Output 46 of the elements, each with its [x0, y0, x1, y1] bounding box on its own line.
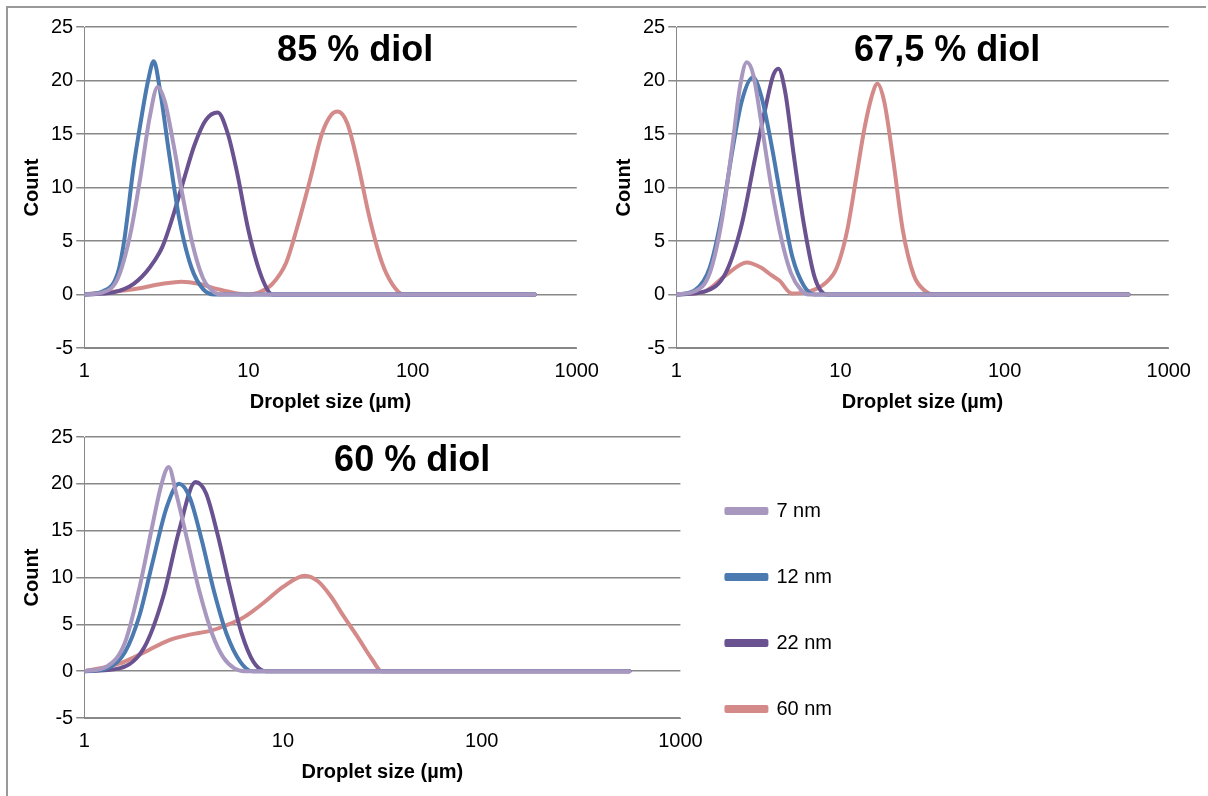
- x-tick-label: 100: [465, 728, 499, 751]
- chart-title: 67,5 % diol: [854, 27, 1041, 69]
- chart-title: 85 % diol: [277, 27, 434, 69]
- chart-title: 60 % diol: [334, 437, 491, 479]
- y-tick-label: -5: [55, 335, 74, 358]
- x-tick-label: 1: [78, 358, 90, 381]
- x-tick-label: 10: [237, 358, 260, 381]
- x-tick-label: 10: [829, 358, 852, 381]
- legend-label: 7 nm: [776, 498, 821, 521]
- y-tick-label: -5: [647, 335, 666, 358]
- y-tick-label: 5: [62, 228, 74, 251]
- x-axis-title: Droplet size (µm): [841, 389, 1004, 412]
- y-tick-label: 15: [51, 121, 74, 144]
- y-tick-label: 10: [51, 175, 74, 198]
- y-tick-label: 15: [643, 121, 666, 144]
- legend-label: 60 nm: [776, 696, 833, 719]
- legend-label: 12 nm: [776, 564, 833, 587]
- y-axis-title: Count: [611, 158, 634, 217]
- y-tick-label: 0: [62, 658, 74, 681]
- x-tick-label: 100: [987, 358, 1022, 381]
- y-tick-label: 25: [51, 424, 74, 447]
- y-tick-label: 5: [654, 228, 666, 251]
- y-axis-title: Count: [19, 158, 42, 217]
- y-tick-label: 0: [62, 282, 74, 305]
- y-tick-label: 10: [643, 175, 666, 198]
- y-tick-label: 10: [51, 565, 74, 588]
- y-tick-label: -5: [55, 705, 74, 728]
- x-axis-title: Droplet size (µm): [301, 759, 464, 782]
- y-tick-label: 20: [643, 68, 666, 91]
- y-tick-label: 5: [62, 611, 74, 634]
- y-tick-label: 20: [51, 471, 74, 494]
- legend-label: 22 nm: [776, 630, 833, 653]
- x-tick-label: 1000: [658, 728, 703, 751]
- x-tick-label: 1: [670, 358, 682, 381]
- x-tick-label: 1000: [554, 358, 599, 381]
- x-tick-label: 1000: [1146, 358, 1191, 381]
- y-tick-label: 15: [51, 518, 74, 541]
- y-tick-label: 20: [51, 68, 74, 91]
- x-axis-title: Droplet size (µm): [249, 389, 412, 412]
- x-tick-label: 100: [395, 358, 430, 381]
- x-tick-label: 1: [78, 728, 90, 751]
- y-tick-label: 25: [51, 14, 74, 37]
- y-axis-title: Count: [19, 548, 42, 607]
- x-tick-label: 10: [271, 728, 295, 751]
- y-tick-label: 25: [643, 14, 666, 37]
- y-tick-label: 0: [654, 282, 666, 305]
